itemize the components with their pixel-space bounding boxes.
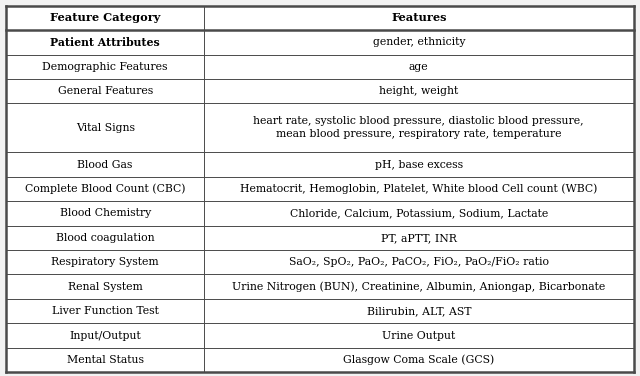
Text: Input/Output: Input/Output (69, 331, 141, 341)
Text: Demographic Features: Demographic Features (42, 62, 168, 72)
Text: Mental Status: Mental Status (67, 355, 144, 365)
Text: Renal System: Renal System (68, 282, 143, 292)
Text: Blood Chemistry: Blood Chemistry (60, 208, 151, 218)
Text: General Features: General Features (58, 86, 153, 96)
Text: SaO₂, SpO₂, PaO₂, PaCO₂, FiO₂, PaO₂/FiO₂ ratio: SaO₂, SpO₂, PaO₂, PaCO₂, FiO₂, PaO₂/FiO₂… (289, 257, 548, 267)
Text: Chloride, Calcium, Potassium, Sodium, Lactate: Chloride, Calcium, Potassium, Sodium, La… (290, 208, 548, 218)
Text: PT, aPTT, INR: PT, aPTT, INR (381, 233, 457, 243)
Text: Feature Category: Feature Category (50, 12, 161, 23)
Text: height, weight: height, weight (379, 86, 458, 96)
Text: gender, ethnicity: gender, ethnicity (372, 37, 465, 47)
Text: Blood Gas: Blood Gas (77, 159, 133, 170)
Text: Urine Nitrogen (BUN), Creatinine, Albumin, Aniongap, Bicarbonate: Urine Nitrogen (BUN), Creatinine, Albumi… (232, 281, 605, 292)
Text: Glasgow Coma Scale (GCS): Glasgow Coma Scale (GCS) (343, 355, 495, 365)
Text: Features: Features (391, 12, 447, 23)
Text: Hematocrit, Hemoglobin, Platelet, White blood Cell count (WBC): Hematocrit, Hemoglobin, Platelet, White … (240, 183, 598, 194)
Text: Vital Signs: Vital Signs (76, 123, 134, 133)
Text: heart rate, systolic blood pressure, diastolic blood pressure,
mean blood pressu: heart rate, systolic blood pressure, dia… (253, 116, 584, 139)
Text: Blood coagulation: Blood coagulation (56, 233, 154, 243)
Text: Bilirubin, ALT, AST: Bilirubin, ALT, AST (367, 306, 471, 316)
Text: Respiratory System: Respiratory System (51, 257, 159, 267)
Text: Complete Blood Count (CBC): Complete Blood Count (CBC) (25, 183, 186, 194)
Text: Liver Function Test: Liver Function Test (52, 306, 159, 316)
Text: pH, base excess: pH, base excess (375, 159, 463, 170)
Text: Urine Output: Urine Output (382, 331, 456, 341)
Text: Patient Attributes: Patient Attributes (51, 37, 160, 48)
Text: age: age (409, 62, 429, 72)
